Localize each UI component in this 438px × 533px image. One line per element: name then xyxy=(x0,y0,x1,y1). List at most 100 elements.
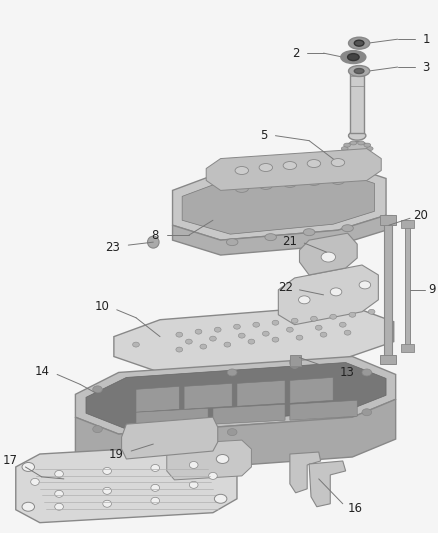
Text: 1: 1 xyxy=(423,33,430,46)
Ellipse shape xyxy=(307,177,321,185)
Ellipse shape xyxy=(22,463,35,471)
Text: 8: 8 xyxy=(152,229,159,241)
Ellipse shape xyxy=(307,159,321,167)
Ellipse shape xyxy=(354,69,364,74)
Ellipse shape xyxy=(55,503,64,510)
Ellipse shape xyxy=(189,481,198,488)
Polygon shape xyxy=(300,233,357,275)
Polygon shape xyxy=(307,164,321,181)
Text: 19: 19 xyxy=(109,448,124,461)
Ellipse shape xyxy=(349,37,370,49)
Ellipse shape xyxy=(299,296,310,304)
Polygon shape xyxy=(290,377,333,403)
Ellipse shape xyxy=(235,184,248,192)
Ellipse shape xyxy=(214,327,221,332)
Ellipse shape xyxy=(362,409,371,416)
Polygon shape xyxy=(136,386,179,412)
Ellipse shape xyxy=(330,288,342,296)
Ellipse shape xyxy=(200,344,207,349)
Ellipse shape xyxy=(262,331,269,336)
Polygon shape xyxy=(75,399,396,474)
Polygon shape xyxy=(283,166,297,183)
Ellipse shape xyxy=(341,51,366,63)
Text: 16: 16 xyxy=(348,502,363,515)
Ellipse shape xyxy=(341,147,348,151)
Ellipse shape xyxy=(350,141,357,145)
Bar xyxy=(290,354,301,367)
Bar xyxy=(350,73,364,133)
Ellipse shape xyxy=(296,335,303,340)
Ellipse shape xyxy=(151,497,159,504)
Ellipse shape xyxy=(31,479,39,486)
Polygon shape xyxy=(136,408,208,428)
Ellipse shape xyxy=(283,161,297,169)
Text: 3: 3 xyxy=(423,61,430,74)
Polygon shape xyxy=(309,461,346,507)
Ellipse shape xyxy=(362,369,371,376)
Ellipse shape xyxy=(368,309,375,314)
Text: 23: 23 xyxy=(105,240,120,254)
Text: 9: 9 xyxy=(428,284,436,296)
Ellipse shape xyxy=(133,342,139,347)
Polygon shape xyxy=(278,265,378,325)
Ellipse shape xyxy=(22,502,35,511)
Ellipse shape xyxy=(354,40,364,46)
Polygon shape xyxy=(173,215,386,255)
Polygon shape xyxy=(259,167,272,185)
Polygon shape xyxy=(173,163,386,240)
Ellipse shape xyxy=(55,471,64,478)
Polygon shape xyxy=(235,171,248,188)
Ellipse shape xyxy=(265,233,276,240)
Text: 13: 13 xyxy=(340,366,355,379)
Text: 10: 10 xyxy=(94,300,109,313)
Ellipse shape xyxy=(259,181,272,189)
Ellipse shape xyxy=(344,150,350,154)
Ellipse shape xyxy=(291,318,298,323)
Bar xyxy=(402,220,414,228)
Polygon shape xyxy=(213,404,285,424)
Polygon shape xyxy=(114,305,394,373)
Polygon shape xyxy=(182,169,374,234)
Polygon shape xyxy=(167,440,251,480)
Ellipse shape xyxy=(350,152,357,156)
Polygon shape xyxy=(86,362,386,429)
Polygon shape xyxy=(290,400,357,420)
Ellipse shape xyxy=(342,225,353,232)
Polygon shape xyxy=(16,444,237,523)
Ellipse shape xyxy=(103,500,111,507)
Ellipse shape xyxy=(364,143,371,147)
Text: 22: 22 xyxy=(278,281,293,294)
Polygon shape xyxy=(184,383,232,409)
Ellipse shape xyxy=(272,320,279,325)
Ellipse shape xyxy=(290,357,300,368)
Ellipse shape xyxy=(311,316,317,321)
Ellipse shape xyxy=(331,176,345,184)
Ellipse shape xyxy=(103,487,111,494)
Ellipse shape xyxy=(330,314,336,319)
Ellipse shape xyxy=(321,252,336,262)
Bar xyxy=(384,215,392,360)
Ellipse shape xyxy=(186,339,192,344)
Ellipse shape xyxy=(176,347,183,352)
Ellipse shape xyxy=(195,329,202,334)
Text: 21: 21 xyxy=(283,235,297,248)
Ellipse shape xyxy=(304,229,315,236)
Polygon shape xyxy=(122,417,218,459)
Ellipse shape xyxy=(189,462,198,469)
Bar xyxy=(380,215,396,225)
Ellipse shape xyxy=(349,312,356,317)
Ellipse shape xyxy=(259,164,272,172)
Ellipse shape xyxy=(151,464,159,471)
Ellipse shape xyxy=(315,325,322,330)
Ellipse shape xyxy=(55,490,64,497)
Ellipse shape xyxy=(226,239,238,246)
Ellipse shape xyxy=(349,131,366,140)
Ellipse shape xyxy=(344,143,350,147)
Text: 2: 2 xyxy=(292,46,300,60)
Ellipse shape xyxy=(339,322,346,327)
Ellipse shape xyxy=(209,336,216,341)
Text: 5: 5 xyxy=(260,129,268,142)
Ellipse shape xyxy=(208,472,217,479)
Polygon shape xyxy=(331,163,345,181)
Text: 17: 17 xyxy=(3,455,18,467)
